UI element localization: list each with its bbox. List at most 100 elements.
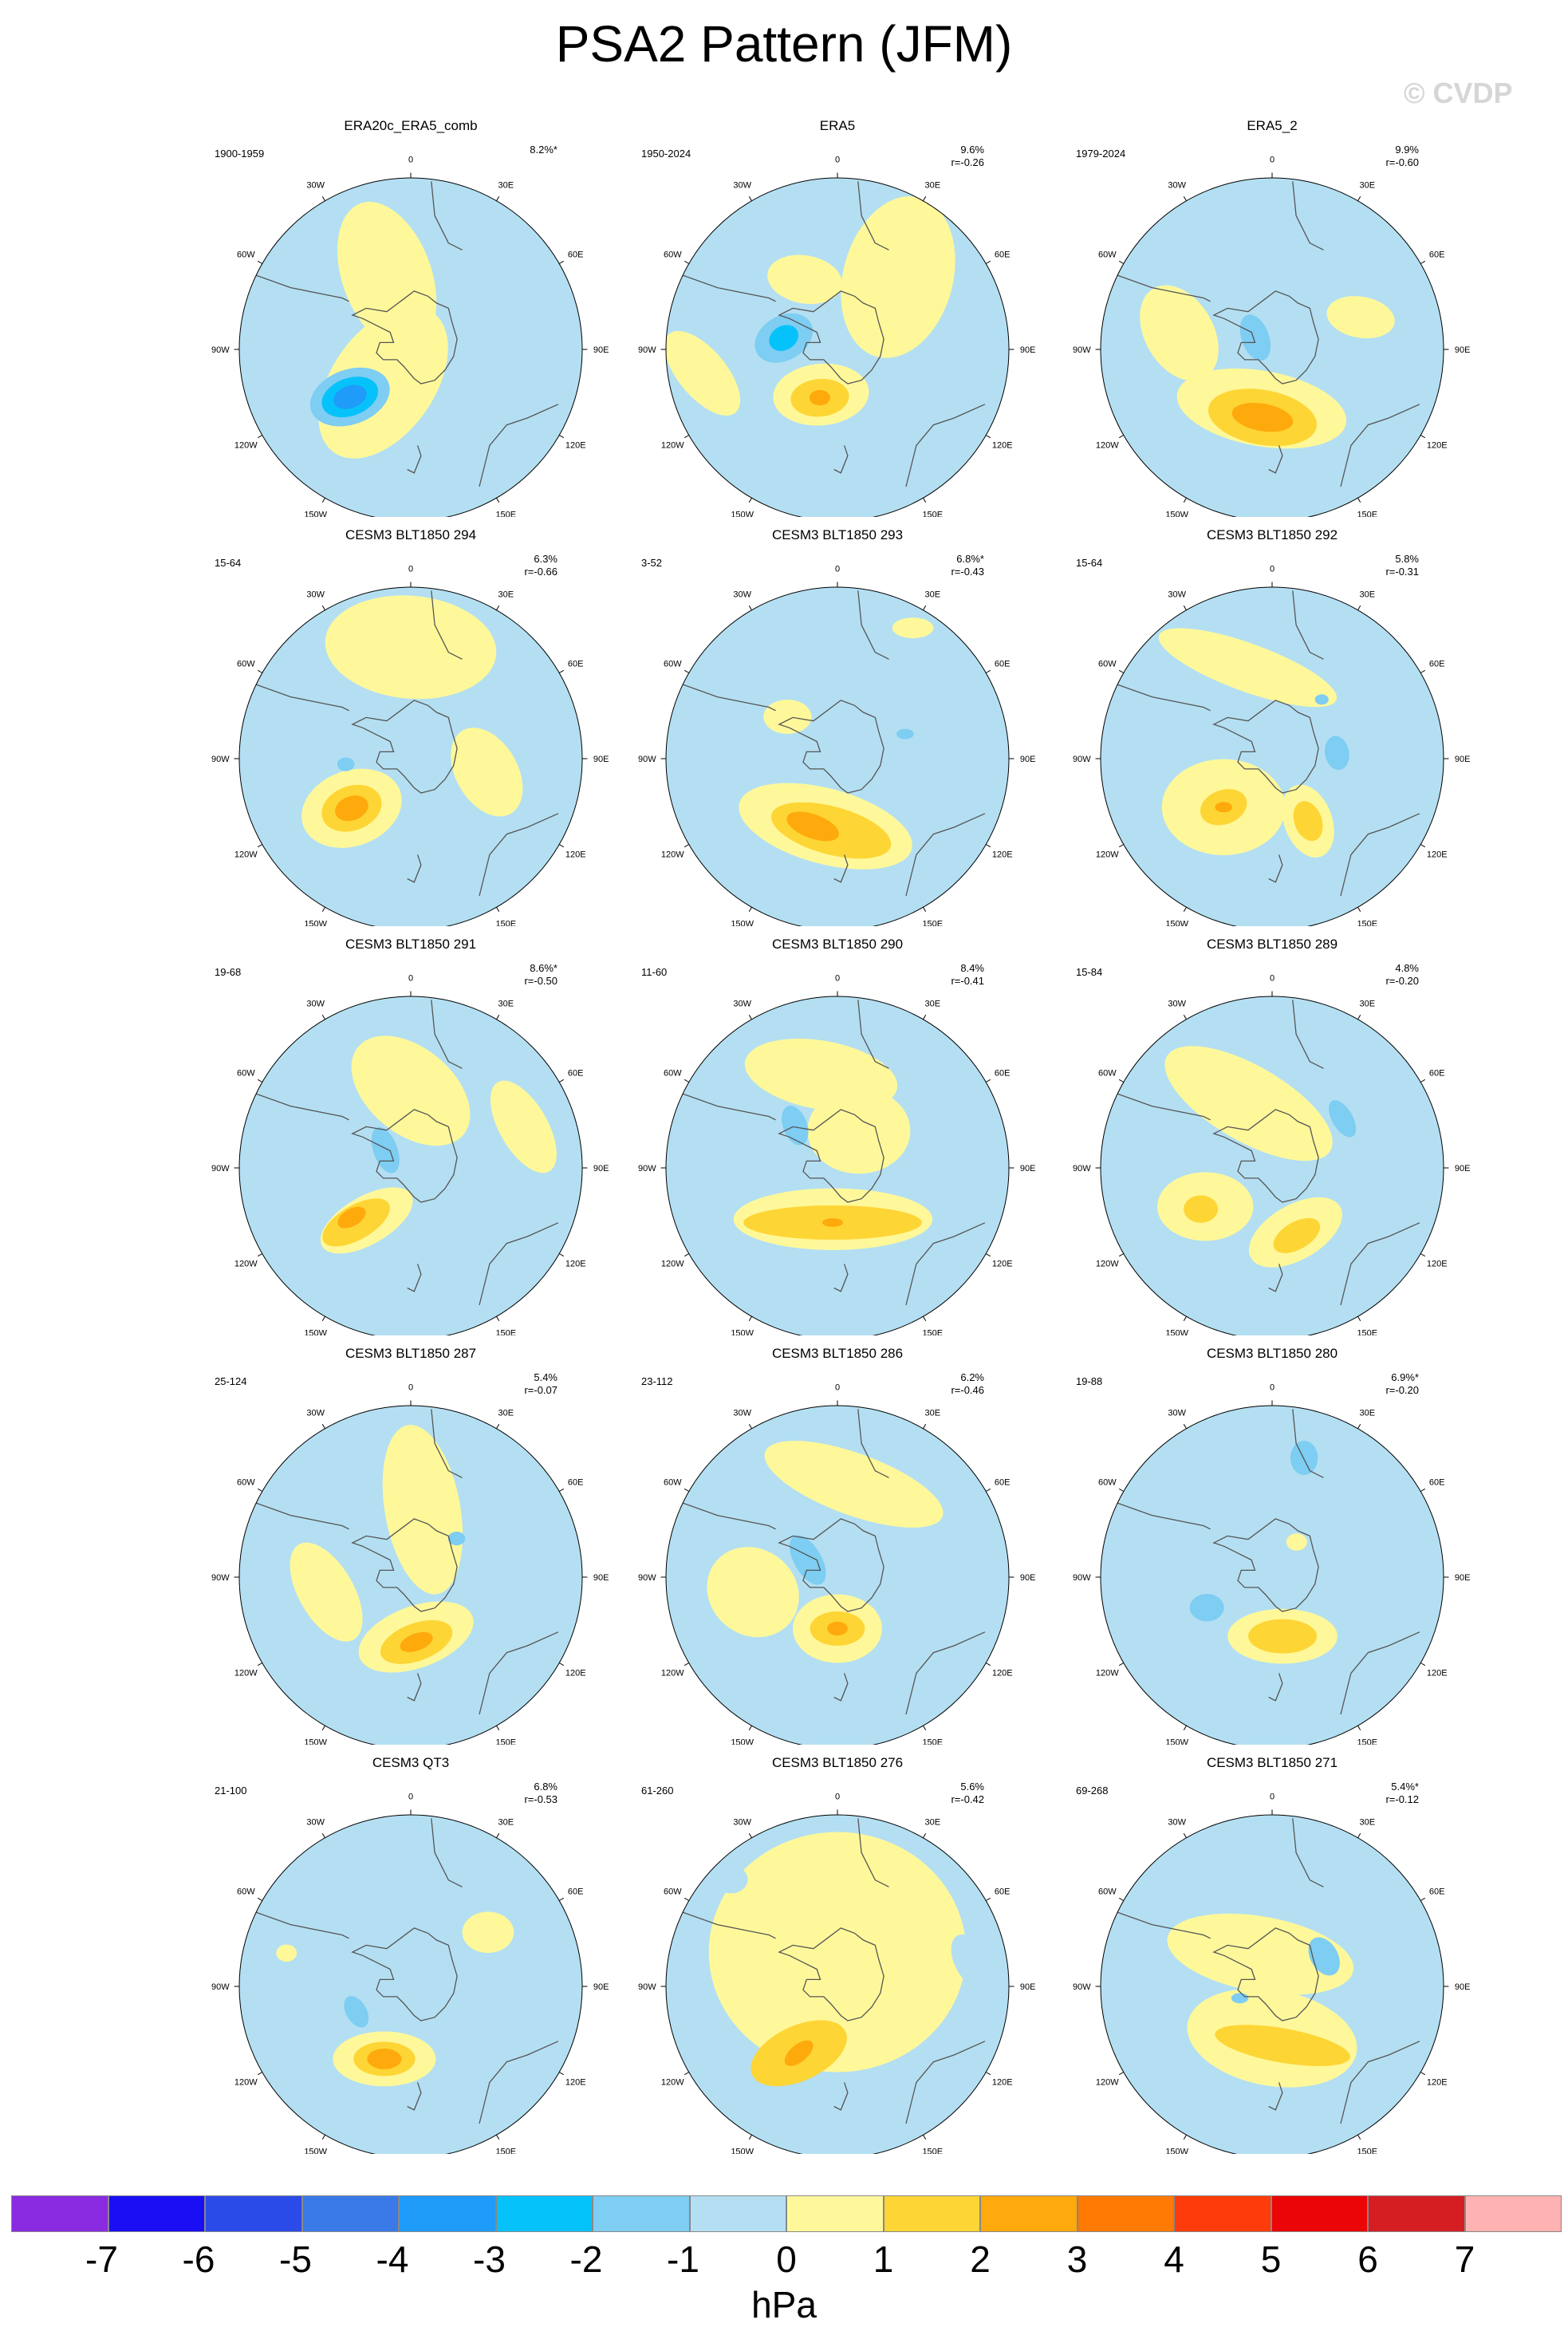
anomaly-contour — [786, 811, 839, 842]
longitude-tick — [1420, 844, 1426, 848]
panel-title: ERA20c_ERA5_comb — [344, 118, 478, 133]
longitude-label: 30W — [1168, 999, 1186, 1008]
australia-coastline — [1340, 404, 1420, 487]
south-america-coastline — [1104, 1088, 1211, 1121]
longitude-label: 120W — [661, 1259, 684, 1268]
longitude-tick — [923, 1832, 927, 1839]
colorbar-label: 3 — [1066, 2238, 1088, 2280]
longitude-label: 150E — [495, 511, 516, 517]
africa-coastline — [1292, 590, 1324, 660]
longitude-tick — [1118, 844, 1125, 848]
polar-map: 030E60E90E120E150E180150W120W90W60W30W — [1073, 1382, 1470, 1745]
longitude-tick — [558, 2072, 565, 2076]
polar-map: 030E60E90E120E150E180150W120W90W60W30W — [638, 973, 1035, 1335]
longitude-tick — [1118, 1079, 1125, 1083]
map-panel: CESM3 BLT1850 287 25-124 5.4% r=-0.07 0 30E 60… — [195, 1346, 626, 1745]
longitude-tick — [1183, 1014, 1187, 1020]
longitude-tick — [985, 260, 991, 264]
colorbar-swatch — [399, 2195, 496, 2232]
longitude-label: 60W — [1098, 250, 1117, 260]
colorbar-label: 0 — [776, 2238, 797, 2280]
longitude-tick — [1357, 906, 1361, 913]
map-panel: CESM3 BLT1850 271 69-268 5.4%* r=-0.12 0 30E 6… — [1057, 1755, 1487, 2154]
longitude-tick — [923, 2134, 927, 2140]
colorbar-label: 4 — [1164, 2238, 1184, 2280]
australia-coastline — [905, 813, 986, 897]
map-panel: ERA20c_ERA5_comb 1900-1959 8.2%* 0 30E 60E 90E… — [195, 118, 626, 517]
colorbar-swatch — [883, 2195, 980, 2232]
polar-map: 030E60E90E120E150E180150W120W90W60W30W — [638, 564, 1035, 926]
anomaly-contour — [1231, 1993, 1249, 2004]
anomaly-contour — [1329, 1100, 1357, 1138]
longitude-label: 90W — [211, 1573, 230, 1583]
longitude-tick — [684, 1663, 690, 1666]
longitude-label: 90W — [1073, 755, 1091, 764]
longitude-label: 30E — [498, 1817, 514, 1827]
australia-coastline — [1340, 1631, 1420, 1715]
polar-map: 030E60E90E120E150E180150W120W90W60W30W — [1073, 973, 1470, 1335]
anomaly-contour — [447, 1532, 466, 1546]
colorbar-label: -4 — [376, 2238, 409, 2280]
longitude-label: 0 — [835, 1382, 840, 1392]
anomaly-contour — [892, 617, 934, 638]
longitude-label: 150W — [1165, 1329, 1188, 1335]
longitude-tick — [923, 605, 927, 611]
anomaly-contour — [764, 1441, 944, 1528]
anomaly-contour — [1325, 736, 1349, 771]
longitude-label: 150W — [1165, 511, 1188, 517]
longitude-tick — [496, 2134, 500, 2140]
longitude-label: 30W — [733, 999, 751, 1008]
longitude-label: 30E — [498, 1408, 514, 1418]
longitude-label: 60E — [1429, 1478, 1445, 1488]
new-zealand-coastline — [407, 1264, 422, 1292]
longitude-label: 60E — [995, 660, 1011, 669]
anomaly-contour — [1308, 1937, 1340, 1976]
colorbar-swatch — [1368, 2195, 1465, 2232]
anomaly-contour — [351, 1035, 471, 1146]
polar-map: 030E60E90E120E150E180150W120W90W60W30W — [1073, 1792, 1471, 2154]
polar-map: 030E60E90E120E150E180150W120W90W60W30W — [638, 1382, 1035, 1745]
longitude-label: 90E — [593, 1573, 609, 1583]
longitude-tick — [257, 1663, 263, 1666]
longitude-tick — [985, 1079, 991, 1083]
australia-coastline — [479, 813, 559, 897]
longitude-tick — [321, 497, 325, 503]
panel-variance: 5.4%* — [1391, 1781, 1419, 1793]
panel-period: 3-52 — [641, 557, 663, 569]
longitude-tick — [684, 669, 690, 673]
panel-variance: 5.4% — [534, 1371, 557, 1383]
longitude-label: 60E — [568, 1069, 584, 1079]
anomaly-contour — [763, 700, 812, 734]
longitude-tick — [257, 435, 263, 439]
longitude-tick — [748, 1423, 752, 1430]
longitude-tick — [257, 844, 263, 848]
anomaly-contour — [276, 1944, 297, 1962]
panel-correlation: r=-0.53 — [524, 1793, 557, 1805]
anomaly-contour — [400, 1631, 433, 1652]
longitude-tick — [985, 2072, 991, 2076]
south-america-coastline — [669, 1907, 776, 1939]
longitude-label: 0 — [408, 1792, 413, 1801]
longitude-label: 90W — [1073, 1982, 1091, 1992]
longitude-label: 120E — [565, 1259, 586, 1268]
new-zealand-coastline — [407, 1673, 422, 1702]
longitude-tick — [558, 669, 565, 673]
colorbar-label: 5 — [1260, 2238, 1282, 2280]
map-panels: ERA20c_ERA5_comb 1900-1959 8.2%* 0 30E 60E 90E… — [195, 118, 1487, 2154]
antarctica-coastline — [1212, 290, 1319, 385]
longitude-label: 90E — [1455, 1982, 1471, 1992]
longitude-label: 120W — [1096, 1668, 1119, 1678]
africa-coastline — [857, 1409, 889, 1478]
longitude-label: 60W — [664, 1069, 682, 1079]
panel-period: 15-84 — [1076, 966, 1103, 978]
longitude-label: 30E — [498, 999, 514, 1008]
longitude-tick — [923, 1014, 927, 1020]
south-america-coastline — [1104, 1907, 1211, 1939]
longitude-tick — [923, 906, 927, 913]
longitude-label: 60E — [995, 250, 1011, 260]
longitude-label: 120E — [992, 1259, 1013, 1268]
longitude-tick — [923, 1315, 927, 1322]
longitude-label: 0 — [1270, 1382, 1274, 1392]
longitude-label: 60E — [995, 1069, 1011, 1079]
colorbar-swatch — [495, 2195, 593, 2232]
